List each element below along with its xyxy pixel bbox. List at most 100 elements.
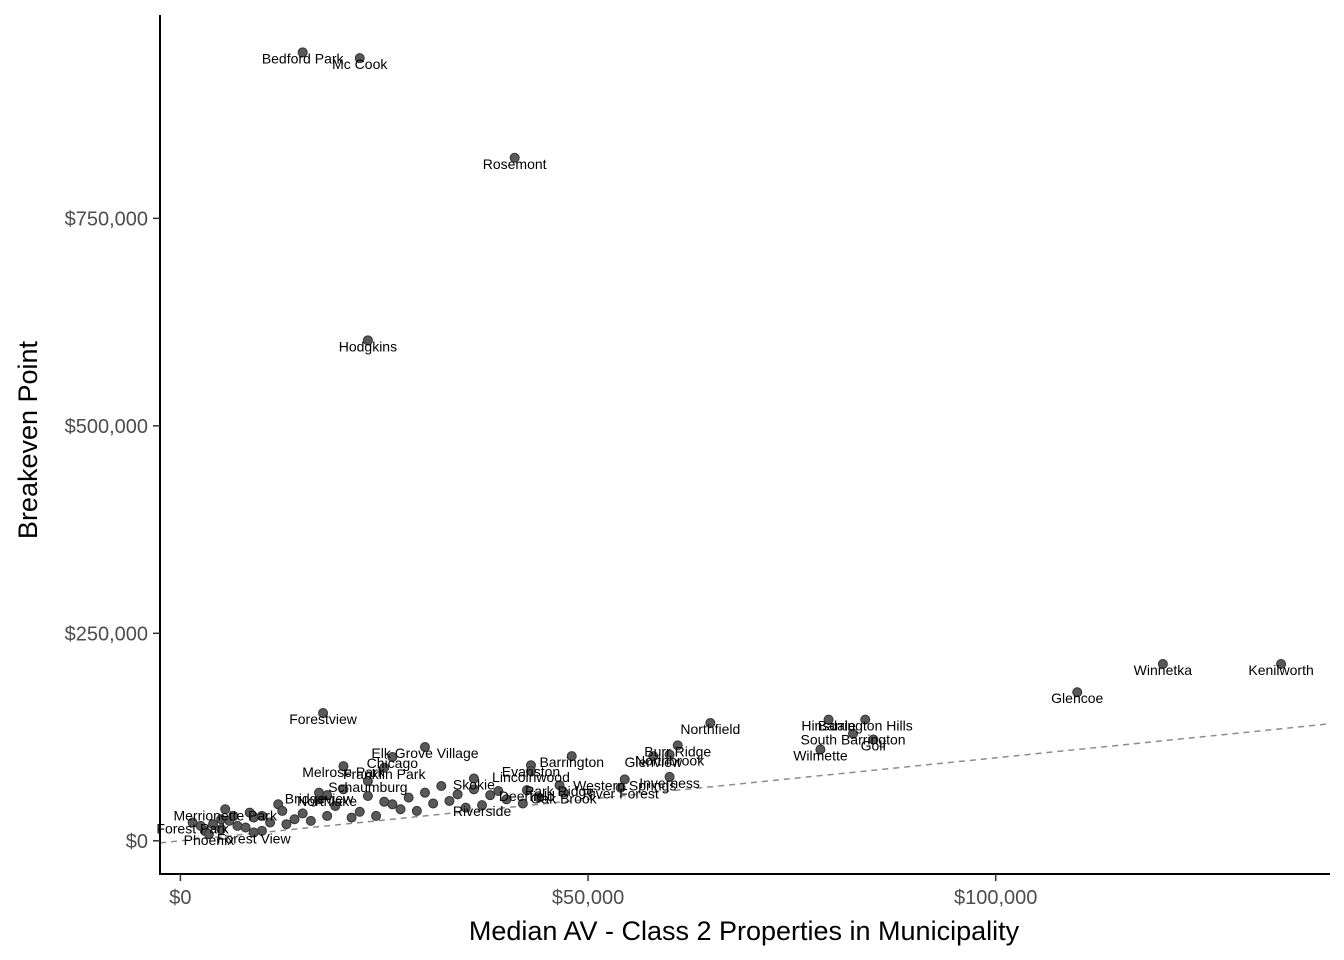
- data-point: [452, 789, 463, 800]
- data-point: [468, 773, 479, 784]
- data-point: [534, 792, 545, 803]
- data-point: [265, 817, 276, 828]
- point-label: Oak Brook: [531, 791, 598, 807]
- data-point: [501, 794, 512, 805]
- point-label: Franklin Park: [343, 766, 426, 782]
- reference-line-layer: [159, 723, 1331, 844]
- data-point: [460, 802, 471, 813]
- data-point: [1157, 659, 1168, 670]
- data-point: [664, 771, 675, 782]
- y-tick-label: $500,000: [65, 416, 148, 438]
- data-point: [297, 808, 308, 819]
- point-label: Hodgkins: [339, 338, 397, 354]
- point-label: Barrington: [539, 754, 604, 770]
- data-point: [525, 766, 536, 777]
- data-point: [493, 786, 504, 797]
- point-label: Kenilworth: [1248, 662, 1313, 678]
- x-tick-label: $0: [169, 887, 191, 909]
- data-point: [411, 805, 422, 816]
- point-label: Forest Park: [156, 821, 229, 837]
- point-label: Elk Grove Village: [371, 745, 478, 761]
- x-tick-label: $100,000: [954, 887, 1037, 909]
- points-layer: [187, 47, 1287, 840]
- data-point: [823, 714, 834, 725]
- data-point: [444, 795, 455, 806]
- reference-line: [159, 723, 1331, 844]
- data-point: [330, 800, 341, 811]
- data-point: [346, 812, 357, 823]
- y-axis-title: Breakeven Point: [13, 340, 43, 539]
- data-point: [509, 152, 520, 163]
- point-label: Northbrook: [635, 752, 705, 768]
- point-label: Northlake: [297, 793, 357, 809]
- point-label: Merrionette Park: [173, 807, 277, 823]
- data-point: [362, 776, 373, 787]
- data-point: [289, 814, 300, 825]
- data-point: [419, 742, 430, 753]
- data-point: [318, 707, 329, 718]
- data-point: [419, 787, 430, 798]
- point-label: Winnetka: [1134, 662, 1193, 678]
- y-tick-label: $750,000: [65, 208, 148, 230]
- point-label: Hinsdale: [801, 718, 856, 734]
- point-label: Glencoe: [1051, 690, 1103, 706]
- data-point: [521, 785, 532, 796]
- data-point: [468, 784, 479, 795]
- data-point: [395, 804, 406, 815]
- data-point: [216, 824, 227, 835]
- data-point: [305, 815, 316, 826]
- point-label: Skokie: [453, 777, 495, 793]
- data-point: [203, 829, 214, 840]
- data-point: [220, 804, 231, 815]
- point-label: Burr Ridge: [644, 743, 711, 759]
- point-label: Northfield: [680, 721, 740, 737]
- data-point: [371, 810, 382, 821]
- axes-layer: [159, 15, 1330, 875]
- x-tick-label: $50,000: [552, 887, 624, 909]
- data-point: [815, 744, 826, 755]
- point-label: Western Springs: [573, 777, 676, 793]
- point-label: Deerfield: [499, 788, 555, 804]
- point-label: Chicago: [367, 755, 419, 771]
- data-point: [354, 53, 365, 64]
- point-label: Phoenix: [184, 832, 235, 848]
- data-point: [362, 335, 373, 346]
- x-axis-title: Median AV - Class 2 Properties in Munici…: [469, 916, 1020, 946]
- data-point: [477, 800, 488, 811]
- data-point: [354, 806, 365, 817]
- data-point: [387, 799, 398, 810]
- data-point: [379, 796, 390, 807]
- point-label: South Barrington: [800, 732, 905, 748]
- point-label: Park Ridge: [525, 783, 594, 799]
- data-point: [338, 761, 349, 772]
- data-point: [566, 751, 577, 762]
- point-label: Golf: [861, 738, 887, 754]
- data-point: [322, 810, 333, 821]
- data-point: [277, 805, 288, 816]
- data-point: [297, 47, 308, 58]
- data-point: [436, 781, 447, 792]
- data-point: [615, 782, 626, 793]
- point-label: Forest View: [217, 831, 292, 847]
- data-point: [362, 790, 373, 801]
- y-tick-label: $0: [126, 831, 148, 853]
- point-label: Forestview: [289, 711, 358, 727]
- data-point: [387, 751, 398, 762]
- point-label: Bedford Park: [262, 50, 345, 66]
- point-label: Glenview: [624, 754, 682, 770]
- data-point: [428, 798, 439, 809]
- point-label: River Forest: [583, 786, 659, 802]
- data-point: [403, 792, 414, 803]
- y-tick-label: $250,000: [65, 623, 148, 645]
- data-point: [558, 787, 569, 798]
- data-point: [485, 790, 496, 801]
- point-label: Bridgeview: [285, 791, 354, 807]
- data-point: [244, 807, 255, 818]
- data-point: [248, 827, 259, 838]
- data-point: [860, 714, 871, 725]
- point-label: Schaumburg: [328, 779, 407, 795]
- data-point: [664, 749, 675, 760]
- data-point: [672, 740, 683, 751]
